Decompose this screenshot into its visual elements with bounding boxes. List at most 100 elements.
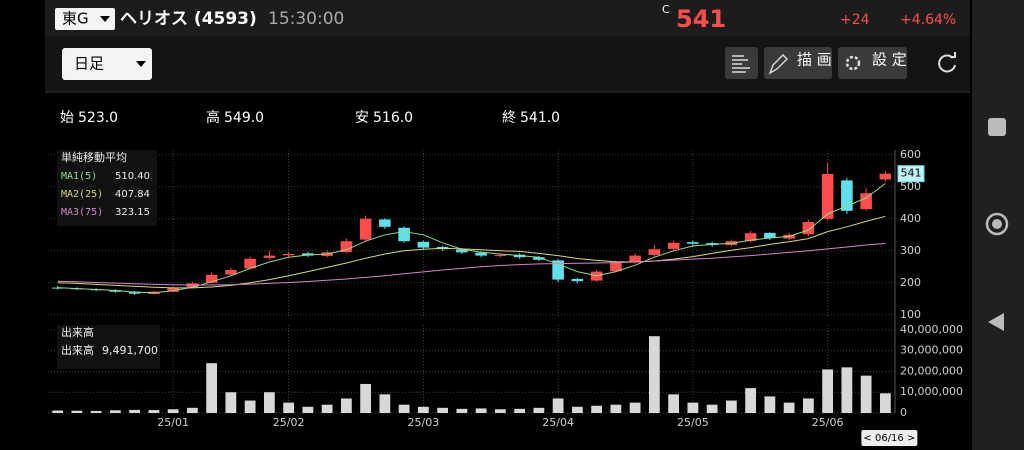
- high-value: 549.0: [224, 110, 264, 126]
- volume-bar: [148, 410, 160, 413]
- candle-body: [879, 173, 892, 180]
- volume-bar: [206, 363, 218, 413]
- close-value: 541.0: [520, 110, 560, 126]
- candle-body: [552, 260, 564, 280]
- volume-bar: [340, 398, 352, 413]
- candle-body: [667, 242, 680, 249]
- volume-bar: [571, 406, 583, 413]
- legend-value: 407.84: [115, 189, 150, 200]
- recent-apps-button[interactable]: [988, 118, 1006, 136]
- change-pct: +4.64%: [900, 12, 956, 28]
- high-label: 高: [206, 109, 220, 126]
- indicator-button[interactable]: [725, 47, 758, 79]
- volume-bar: [822, 369, 834, 413]
- y-tick-label: 100: [900, 308, 921, 321]
- y-tick-label: 500: [900, 180, 921, 193]
- candle-body: [417, 241, 430, 248]
- ma-line: [57, 183, 886, 294]
- volume-bar: [745, 388, 757, 413]
- settings-button[interactable]: [838, 47, 907, 79]
- legend-box: [57, 150, 157, 226]
- change: +24: [840, 12, 870, 28]
- volume-bar: [591, 405, 603, 413]
- volume-bar: [475, 408, 487, 413]
- volume-bar: [417, 406, 429, 413]
- chart: 25/01 25/02 25/03 25/04 25/05 25/06 100 200 300 4…: [48, 148, 963, 446]
- back-button[interactable]: [988, 313, 1004, 331]
- close-label: 終: [502, 110, 516, 126]
- y-tick-label: 40,000,000: [900, 323, 963, 336]
- candle-body: [802, 222, 815, 235]
- period-label: 日足: [74, 55, 104, 73]
- volume-bar: [109, 410, 121, 413]
- refresh-icon[interactable]: [938, 54, 956, 73]
- volume-bar: [437, 407, 449, 413]
- open-label: 始: [60, 110, 74, 126]
- candle-body: [841, 180, 853, 211]
- period-select[interactable]: [62, 48, 152, 80]
- legend-box: [57, 325, 160, 369]
- candle-body: [205, 274, 218, 283]
- candle-body: [764, 232, 776, 238]
- ma-line: [57, 242, 886, 286]
- candle-body: [533, 257, 545, 260]
- volume-bar: [263, 392, 275, 413]
- y-tick-label: 400: [900, 212, 921, 225]
- volume-bar: [360, 383, 372, 413]
- volume-bar: [321, 404, 333, 413]
- volume-bar: [841, 367, 853, 413]
- y-tick-label: 20,000,000: [900, 364, 963, 377]
- home-button[interactable]: [985, 212, 1009, 236]
- time: 15:30:00: [268, 9, 344, 29]
- dropdown-arrow: [100, 16, 110, 22]
- volume-bar: [379, 394, 391, 413]
- x-tick-label: 25/01: [157, 416, 189, 429]
- candle-body: [359, 218, 372, 240]
- indicator-icon: [732, 55, 750, 73]
- volume-bar: [52, 410, 64, 413]
- pencil-icon: [768, 54, 788, 75]
- y-tick-label: 30,000,000: [900, 344, 963, 357]
- candle-body: [244, 258, 256, 269]
- volume-bar: [783, 402, 795, 413]
- top-bar: [45, 0, 970, 36]
- volume-bar: [687, 402, 699, 413]
- volume-bar: [764, 396, 776, 413]
- candle-body: [225, 270, 237, 275]
- y-tick-label: 0: [900, 406, 907, 419]
- ma-line: [57, 215, 886, 289]
- volume-bar: [494, 409, 506, 413]
- low-value: 516.0: [373, 110, 413, 126]
- candle-body: [494, 254, 507, 256]
- volume-bar: [71, 410, 83, 413]
- cursor-label: < 06/16 >: [863, 433, 915, 444]
- draw-button[interactable]: [764, 47, 832, 79]
- open-value: 523.0: [78, 110, 118, 126]
- candle-body: [128, 291, 141, 294]
- legend-value: 9,491,700: [102, 344, 158, 357]
- volume-bar: [552, 398, 564, 413]
- candle-body: [398, 227, 410, 242]
- legend-value: 323.15: [115, 207, 150, 218]
- x-tick-label: 25/02: [273, 416, 305, 429]
- candle-body: [379, 219, 391, 227]
- price-tag: [897, 165, 925, 183]
- candle-body: [610, 262, 622, 272]
- candle-body: [687, 242, 699, 244]
- x-tick-label: 25/03: [408, 416, 440, 429]
- candle-body: [648, 249, 661, 255]
- volume-bar: [167, 409, 179, 413]
- market-select[interactable]: [55, 8, 115, 30]
- volume-bar: [629, 402, 641, 413]
- legend-title: 出来高: [61, 325, 94, 339]
- price-tag-label: 541: [901, 167, 922, 180]
- legend-value: 510.40: [115, 171, 150, 182]
- volume-bar: [706, 404, 718, 413]
- y-tick-label: 600: [900, 148, 921, 161]
- candle-body: [340, 241, 353, 253]
- x-tick-label: 25/04: [542, 416, 574, 429]
- cursor-box: [861, 430, 918, 446]
- legend-name: 出来高: [61, 343, 94, 357]
- candle-body: [821, 174, 834, 219]
